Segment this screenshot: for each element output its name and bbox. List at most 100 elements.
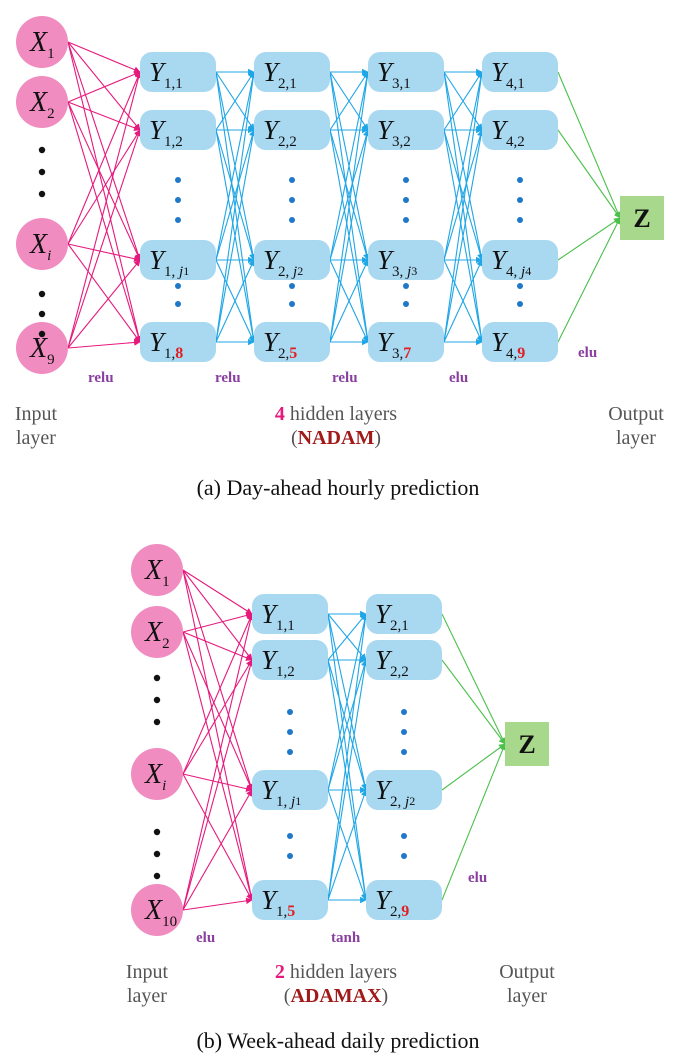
hidden-node: Y3,7 [368, 322, 444, 362]
hidden-node-label: Y1, j1 [149, 245, 189, 280]
optimizer-label: (ADAMAX) [284, 985, 388, 1007]
hidden-node-box [482, 110, 558, 150]
hidden-edge [443, 71, 485, 343]
ellipsis-dot [175, 283, 181, 289]
hidden-node-label: Y3,1 [377, 57, 411, 92]
hidden-node-box [140, 52, 216, 92]
hidden-node: Y4, j4 [482, 240, 558, 280]
input-edge [67, 41, 142, 343]
input-edge [67, 339, 141, 349]
hidden-node-label: Y3, j3 [377, 245, 417, 280]
edges [67, 41, 621, 349]
hidden-node-box [368, 240, 444, 280]
ellipsis-dot [401, 749, 407, 755]
input-node: Xi [16, 218, 68, 270]
ellipsis-dot [403, 301, 409, 307]
hidden-node-label: Y3,7 [377, 327, 411, 362]
hidden-node-box [368, 52, 444, 92]
ellipsis-dot [153, 718, 161, 726]
hidden-node: Y1,8 [140, 322, 216, 362]
activation-label: elu [196, 930, 215, 946]
panel-caption: (b) Week-ahead daily prediction [196, 1028, 479, 1053]
hidden-node: Y1,1 [252, 594, 328, 634]
input-edge [182, 773, 253, 792]
input-edge [67, 41, 141, 73]
input-edge [67, 71, 141, 103]
hidden-node-label: Y2,1 [375, 599, 409, 634]
ellipsis-dot [289, 283, 295, 289]
ellipsis-dot [403, 197, 409, 203]
hidden-node-box [366, 770, 442, 810]
input-node: Xi [131, 748, 183, 800]
input-edge [67, 259, 141, 349]
ellipsis-dot [175, 197, 181, 203]
input-edge [182, 613, 253, 775]
ellipsis-dot [38, 290, 46, 298]
ellipsis-dot [287, 833, 293, 839]
hidden-node-box [482, 322, 558, 362]
optimizer-label: (NADAM) [291, 427, 381, 449]
output-edge [557, 217, 621, 343]
hidden-node: Y1,2 [140, 110, 216, 150]
hidden-node-box [254, 110, 330, 150]
hidden-edge [443, 259, 483, 343]
hidden-node-label: Y1,2 [261, 645, 295, 680]
input-node-circle [131, 884, 183, 936]
input-layer-label-line2: layer [16, 427, 56, 449]
input-node-label: X1 [29, 27, 55, 62]
input-node: X9 [16, 322, 68, 374]
ellipsis-dot [287, 709, 293, 715]
input-layer-label-line2: layer [127, 985, 167, 1007]
hidden-edge [327, 659, 369, 901]
hidden-node-box [482, 52, 558, 92]
input-node-circle [16, 76, 68, 128]
hidden-node-box [252, 640, 328, 680]
output-edge [441, 743, 506, 901]
hidden-edge [443, 129, 485, 343]
hidden-node-label: Y1,8 [149, 327, 183, 362]
hidden-edge [327, 613, 368, 791]
input-node: X10 [131, 884, 183, 936]
ellipsis-dot [403, 217, 409, 223]
hidden-node-box [368, 110, 444, 150]
hidden-node: Y1, j1 [252, 770, 328, 810]
hidden-node-label: Y4,2 [491, 115, 525, 150]
ellipsis-dot [38, 190, 46, 198]
hidden-edge [443, 71, 483, 131]
hidden-node-label: Y4,9 [491, 327, 525, 362]
hidden-node: Y4,1 [482, 52, 558, 92]
input-edge [67, 101, 141, 261]
hidden-edge [327, 613, 367, 661]
ellipsis-dot [287, 749, 293, 755]
hidden-node: Y2, j2 [366, 770, 442, 810]
hidden-node-label: Y4, j4 [491, 245, 531, 280]
hidden-edge [215, 259, 255, 343]
ellipsis-dot [289, 197, 295, 203]
ellipsis-dot [289, 301, 295, 307]
input-node-circle [16, 16, 68, 68]
hidden-edge [215, 129, 256, 261]
ellipsis-dot [153, 696, 161, 704]
edges [182, 569, 506, 911]
activation-label: elu [578, 345, 597, 361]
input-edge [182, 659, 254, 911]
input-edge [182, 569, 253, 661]
hidden-node-label: Y4,1 [491, 57, 525, 92]
input-node-circle [16, 322, 68, 374]
input-edge [67, 41, 141, 131]
input-layer-label-line1: Input [126, 961, 169, 983]
hidden-node: Y2,9 [366, 880, 442, 920]
ellipsis-dot [38, 168, 46, 176]
hidden-node-label: Y2, j2 [375, 775, 415, 810]
hidden-edge [327, 789, 368, 901]
output-edge [441, 659, 506, 745]
output-edge [557, 217, 621, 261]
hidden-node-box [252, 880, 328, 920]
hidden-layers-label: 4 hidden layers [275, 403, 397, 425]
hidden-edge [327, 613, 369, 901]
hidden-node-label: Y2,5 [263, 327, 297, 362]
hidden-edge [215, 71, 257, 261]
hidden-edge [329, 71, 371, 343]
hidden-node: Y2,2 [254, 110, 330, 150]
